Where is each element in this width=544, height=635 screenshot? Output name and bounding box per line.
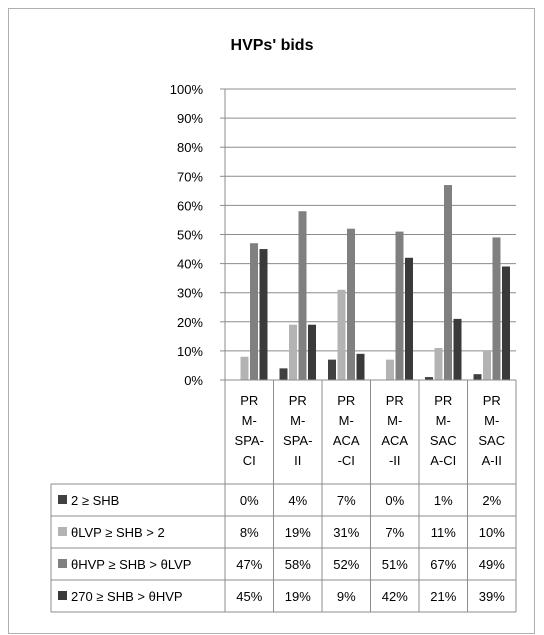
bar <box>308 324 316 380</box>
y-tick-label: 60% <box>177 198 203 213</box>
y-tick-label: 100% <box>170 82 204 97</box>
y-tick-label: 90% <box>177 111 203 126</box>
bar <box>337 289 346 380</box>
x-tick-label: PR <box>386 393 404 408</box>
x-tick-label: SAC <box>478 433 505 448</box>
x-tick-label: II <box>294 453 301 468</box>
y-tick-label: 50% <box>177 228 203 243</box>
bar <box>356 353 365 380</box>
data-label: 9% <box>337 589 356 604</box>
legend-swatch <box>58 527 67 536</box>
x-tick-label: ACA <box>381 433 408 448</box>
x-tick-label: M- <box>387 413 402 428</box>
bar <box>347 228 355 380</box>
series-name: 270 ≥ SHB > θHVP <box>71 589 183 604</box>
legend-swatch <box>58 591 67 600</box>
bar <box>328 359 336 380</box>
x-tick-label: -II <box>389 453 401 468</box>
bar <box>240 356 249 380</box>
legend-swatch <box>58 495 67 504</box>
x-tick-label: A-CI <box>430 453 456 468</box>
x-tick-label: PR <box>337 393 355 408</box>
data-label: 4% <box>288 493 307 508</box>
x-tick-label: SPA- <box>283 433 312 448</box>
x-tick-label: M- <box>290 413 305 428</box>
data-label: 39% <box>479 589 505 604</box>
x-tick-label: CI <box>243 453 256 468</box>
y-tick-label: 70% <box>177 169 203 184</box>
chart-title: HVPs' bids <box>231 37 314 54</box>
bar <box>425 377 433 380</box>
bar <box>453 318 462 380</box>
data-label: 7% <box>385 525 404 540</box>
y-tick-label: 40% <box>177 257 203 272</box>
bar <box>405 257 413 380</box>
data-label: 42% <box>382 589 408 604</box>
y-tick-label: 30% <box>177 286 203 301</box>
x-tick-label: M- <box>339 413 354 428</box>
data-label: 19% <box>285 589 311 604</box>
y-tick-label: 20% <box>177 315 203 330</box>
data-label: 0% <box>385 493 404 508</box>
y-tick-label: 10% <box>177 344 203 359</box>
bar <box>250 243 258 380</box>
bar <box>298 211 307 380</box>
x-tick-label: -CI <box>338 453 355 468</box>
data-label: 21% <box>430 589 456 604</box>
data-label: 58% <box>285 557 311 572</box>
series-name: θHVP ≥ SHB > θLVP <box>71 557 191 572</box>
bar <box>289 324 297 380</box>
y-tick-label: 0% <box>184 373 203 388</box>
bar <box>483 350 491 380</box>
data-label: 49% <box>479 557 505 572</box>
data-label: 19% <box>285 525 311 540</box>
data-label: 2% <box>482 493 501 508</box>
data-label: 1% <box>434 493 453 508</box>
bar <box>444 185 452 380</box>
bar <box>386 359 394 380</box>
bar <box>279 368 288 380</box>
y-tick-label: 80% <box>177 140 203 155</box>
bar <box>473 374 482 380</box>
data-table: PR M- SPA- CI PR M- SPA- II PR M- ACA -CI PR M- ACA -II… <box>50 380 517 613</box>
data-label: 11% <box>431 525 456 540</box>
x-tick-label: M- <box>484 413 499 428</box>
data-label: 31% <box>333 525 359 540</box>
data-label: 47% <box>236 557 262 572</box>
bar <box>395 231 404 380</box>
data-label: 52% <box>333 557 359 572</box>
x-tick-label: M- <box>436 413 451 428</box>
x-tick-label: PR <box>289 393 307 408</box>
x-tick-label: PR <box>434 393 452 408</box>
x-tick-label: SAC <box>430 433 457 448</box>
bar <box>492 237 501 380</box>
gridlines <box>225 88 516 352</box>
legend-swatch <box>58 559 67 568</box>
x-tick-label: SPA- <box>235 433 264 448</box>
data-label: 67% <box>430 557 456 572</box>
series-name: 2 ≥ SHB <box>71 493 119 508</box>
x-tick-label: A-II <box>482 453 502 468</box>
x-tick-label: PR <box>240 393 258 408</box>
bar <box>502 266 510 380</box>
x-tick-label: M- <box>242 413 257 428</box>
bars <box>240 185 510 380</box>
bar <box>259 249 268 380</box>
y-axis-ticks: 0% 10% 20% 30% 40% 50% 60% 70% 80% 90% 100% <box>170 82 225 388</box>
data-label: 10% <box>479 525 505 540</box>
data-label: 0% <box>240 493 259 508</box>
data-label: 51% <box>382 557 408 572</box>
x-tick-label: PR <box>483 393 501 408</box>
data-label: 45% <box>236 589 262 604</box>
x-tick-label: ACA <box>333 433 360 448</box>
data-label: 7% <box>337 493 356 508</box>
data-label: 8% <box>240 525 259 540</box>
bar <box>434 347 443 380</box>
series-name: θLVP ≥ SHB > 2 <box>71 525 165 540</box>
